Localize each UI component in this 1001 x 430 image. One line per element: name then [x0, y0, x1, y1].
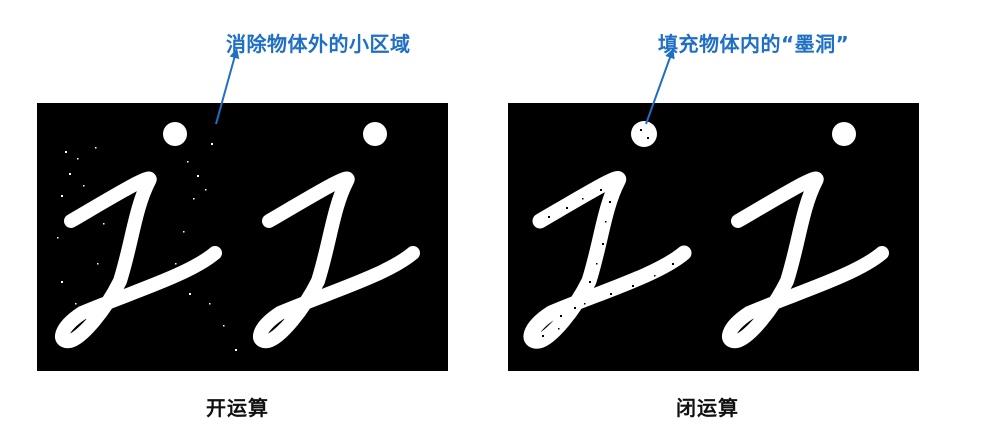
- holes: [542, 129, 674, 337]
- stroke-1: [55, 171, 222, 349]
- caption-closing: 闭运算: [676, 396, 739, 420]
- dot-2: [363, 122, 387, 146]
- caption-opening: 开运算: [206, 396, 269, 420]
- letter-j-1: [55, 122, 222, 349]
- stroke-1: [523, 171, 692, 349]
- opening-result-image: [37, 103, 448, 371]
- letter-j-1: [523, 121, 692, 349]
- stroke-2: [722, 171, 889, 349]
- opening-result-drawing: [55, 122, 420, 351]
- letter-j-2: [722, 122, 889, 349]
- stroke-2: [253, 171, 420, 349]
- dot-1: [631, 121, 657, 147]
- closing-result-image: [508, 103, 919, 371]
- annotation-opening: 消除物体外的小区域: [226, 32, 411, 56]
- dot-2: [832, 122, 856, 146]
- annotation-closing: 填充物体内的“墨洞”: [658, 32, 850, 56]
- dot-1: [163, 122, 187, 146]
- closing-result-drawing: [523, 121, 889, 349]
- letter-j-2: [253, 122, 420, 349]
